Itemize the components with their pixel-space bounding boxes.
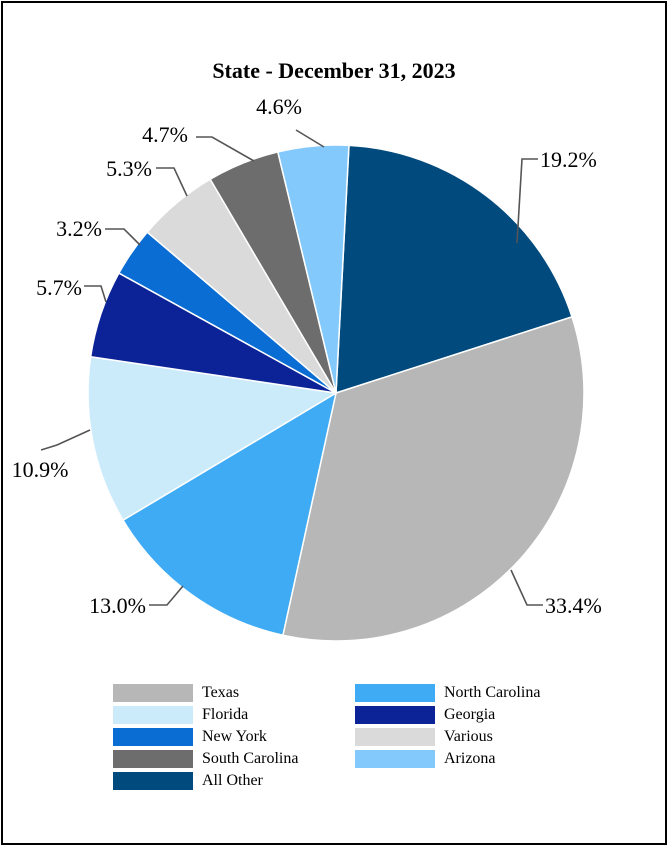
leader-line-new-york <box>105 228 141 246</box>
legend-swatch <box>113 749 193 768</box>
legend-label: Florida <box>202 705 249 723</box>
legend-swatch <box>113 771 193 790</box>
legend-label: South Carolina <box>202 749 299 767</box>
leader-line-south-carolina <box>196 136 255 162</box>
pie-slice-north-carolina <box>122 391 338 637</box>
leader-line-georgia <box>84 285 107 303</box>
slice-label-arizona: 4.6% <box>256 94 302 119</box>
legend-item-georgia: Georgia <box>355 705 583 724</box>
pie-slice-texas <box>282 315 585 642</box>
legend-item-arizona: Arizona <box>355 749 583 768</box>
leader-lines <box>40 129 543 606</box>
legend-swatch <box>355 749 435 768</box>
legend-item-new-york: New York <box>113 727 355 746</box>
legend-swatch <box>355 705 435 724</box>
pie-slice-florida <box>87 355 339 522</box>
pie-slice-arizona <box>276 144 350 394</box>
leader-line-florida <box>40 429 91 451</box>
slice-label-new-york: 3.2% <box>56 216 102 241</box>
legend-label: Arizona <box>444 749 496 767</box>
slice-labels: 19.2% 33.4% 13.0% 10.9% 5.7% 3.2% 5.3% 4.7% 4.6% <box>12 94 602 618</box>
legend-item-texas: Texas <box>113 683 355 702</box>
slice-label-georgia: 5.7% <box>36 275 82 300</box>
leader-line-all-other <box>516 158 538 244</box>
legend-item-various: Various <box>355 727 583 746</box>
legend-swatch <box>113 727 193 746</box>
legend-item-north-carolina: North Carolina <box>355 683 583 702</box>
leader-line-texas <box>510 569 543 606</box>
chart-title: State - December 31, 2023 <box>212 58 456 83</box>
legend-label: Texas <box>202 683 240 701</box>
legend: Texas North Carolina Florida Georgia New Yor… <box>113 683 583 790</box>
slice-label-florida: 10.9% <box>12 457 69 482</box>
leader-line-north-carolina <box>149 585 184 606</box>
legend-swatch <box>355 683 435 702</box>
legend-swatch <box>113 705 193 724</box>
legend-label: North Carolina <box>444 683 541 701</box>
legend-label: All Other <box>202 771 263 789</box>
legend-item-south-carolina: South Carolina <box>113 749 355 768</box>
slice-label-north-carolina: 13.0% <box>89 593 146 618</box>
legend-item-all-other: All Other <box>113 771 355 790</box>
legend-swatch <box>355 727 435 746</box>
slice-label-south-carolina: 4.7% <box>142 122 188 147</box>
legend-label: Georgia <box>444 705 496 723</box>
legend-swatch <box>113 683 193 702</box>
legend-label: New York <box>202 727 267 745</box>
pie-slice-all-other <box>335 144 573 395</box>
legend-item-florida: Florida <box>113 705 355 724</box>
legend-label: Various <box>444 727 493 745</box>
leader-line-arizona <box>295 129 325 148</box>
pie-slices <box>87 144 585 642</box>
slice-label-all-other: 19.2% <box>540 147 597 172</box>
leader-line-various <box>156 167 188 197</box>
slice-label-texas: 33.4% <box>545 593 602 618</box>
slice-label-various: 5.3% <box>106 156 152 181</box>
